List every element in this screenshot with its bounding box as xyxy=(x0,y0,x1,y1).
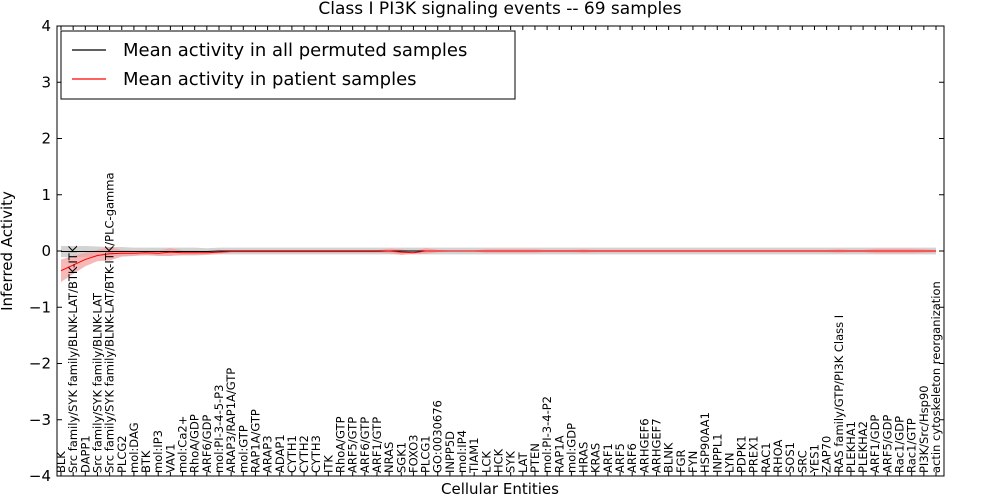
x-category-label: mol:Ca2+ xyxy=(176,416,190,473)
legend: Mean activity in all permuted samples Me… xyxy=(60,30,516,100)
series-lines xyxy=(60,250,936,272)
x-category-label: BLNK xyxy=(662,442,676,473)
x-category-label: YES1 xyxy=(807,444,821,474)
x-category-label: LYN xyxy=(722,452,736,473)
x-category-label: ARF6 xyxy=(625,443,639,473)
y-tick-label: −1 xyxy=(29,298,51,316)
x-category-label: mol:GDP xyxy=(564,423,578,473)
x-category-label: PI3K/Src/Hsp90 xyxy=(917,385,931,473)
x-category-label: RhoA/GDP xyxy=(188,414,202,473)
x-category-label: ARAP3 xyxy=(261,435,275,473)
line-series-1 xyxy=(60,250,936,272)
x-category-label: FOXO3 xyxy=(406,435,420,473)
x-axis-label: Cellular Entities xyxy=(441,480,559,498)
chart-title: Class I PI3K signaling events -- 69 samp… xyxy=(318,0,681,19)
x-category-label: mol:DAG xyxy=(127,422,141,473)
x-category-label: ARF6/GTP xyxy=(358,417,372,473)
x-category-label: ZAP70 xyxy=(820,436,834,473)
x-category-label: DAPP1 xyxy=(78,435,92,473)
x-category-label: ARF5 xyxy=(613,443,627,473)
x-category-label: PLEKHA2 xyxy=(856,421,870,473)
y-tick-label: 1 xyxy=(41,186,51,204)
x-category-label: GO:0030676 xyxy=(431,400,445,473)
x-category-label: FYN xyxy=(686,451,700,473)
y-tick-label: −4 xyxy=(29,467,51,485)
x-category-label: Rac1/GTP xyxy=(905,418,919,473)
x-category-label: ARF5/GDP xyxy=(880,415,894,473)
x-category-label: CYTH1 xyxy=(285,435,299,473)
x-category-label: RHOA xyxy=(771,440,785,473)
x-category-label: Src family/SYK family/BLNK-LAT xyxy=(90,292,104,473)
x-category-label: ARF1/GDP xyxy=(868,415,882,473)
x-category-label: Src family/SYK family/BLNK-LAT/BTK-ITK xyxy=(66,245,80,473)
y-axis-ticks: 4 3 2 1 0 −1 −2 −3 −4 xyxy=(29,17,944,485)
y-axis-label: Inferred Activity xyxy=(0,191,16,311)
x-category-label: ARHGEF7 xyxy=(649,418,663,473)
x-category-label: CYTH3 xyxy=(309,435,323,473)
x-category-label: PLCG1 xyxy=(419,435,433,473)
y-tick-label: 2 xyxy=(41,130,51,148)
x-category-label: KRAS xyxy=(589,443,603,473)
x-category-label: HCK xyxy=(492,448,506,473)
y-tick-label: 4 xyxy=(41,17,51,35)
y-tick-label: −3 xyxy=(29,411,51,429)
x-category-label: Src family/SYK family/BLNK-LAT/BTK-ITK/P… xyxy=(103,173,117,474)
x-category-label: ARF5/GTP xyxy=(346,417,360,473)
x-category-label: SYK xyxy=(504,451,518,473)
x-category-label: LCK xyxy=(479,451,493,473)
x-category-label: PLCG2 xyxy=(115,435,129,473)
x-category-label: actin cytoskeleton reorganization xyxy=(929,281,943,473)
x-category-label: RAP1A/GTP xyxy=(248,409,262,473)
x-category-label: INPP5D xyxy=(443,431,457,473)
x-category-label: ARAP3/RAP1A/GTP xyxy=(224,368,238,473)
x-category-label: CYTH2 xyxy=(297,435,311,473)
x-axis-ticks xyxy=(60,26,937,476)
x-category-label: PREX1 xyxy=(747,436,761,473)
x-category-label: ITK xyxy=(321,455,335,473)
y-tick-label: −2 xyxy=(29,355,51,373)
x-category-label: SRC xyxy=(795,450,809,473)
x-category-label: ARF6/GDP xyxy=(200,415,214,473)
x-category-label: SOS1 xyxy=(783,442,797,473)
x-category-label: BTK xyxy=(139,450,153,473)
x-category-label: INPPL1 xyxy=(710,433,724,473)
x-category-label: HSP90AA1 xyxy=(698,412,712,473)
x-category-label: BLK xyxy=(54,451,68,473)
x-category-label: RhoA/GTP xyxy=(334,416,348,473)
x-category-label: mol:IP4 xyxy=(455,430,469,473)
x-category-label: mol:PI-3-4-P2 xyxy=(540,396,554,473)
x-category-label: mol:PI-3-4-5-P3 xyxy=(212,385,226,473)
x-category-label: ARF1 xyxy=(601,443,615,473)
x-category-label: Rac1/GDP xyxy=(893,416,907,473)
x-category-label: LAT xyxy=(516,451,530,473)
x-category-label: mol:GTP xyxy=(236,425,250,473)
x-category-label: ADAP1 xyxy=(273,434,287,473)
y-tick-label: 0 xyxy=(41,242,51,260)
x-category-label: ARF1/GTP xyxy=(370,417,384,473)
x-category-label: mol:IP3 xyxy=(151,430,165,473)
x-category-label: NRAS xyxy=(382,442,396,473)
y-tick-label: 3 xyxy=(41,73,51,91)
legend-entry-permuted: Mean activity in all permuted samples xyxy=(123,40,467,61)
x-category-label: PTEN xyxy=(528,443,542,473)
x-category-label: RAC1 xyxy=(759,442,773,473)
x-category-label: VAV1 xyxy=(163,444,177,473)
x-category-label: PDPK1 xyxy=(735,435,749,473)
x-category-label: ARHGEF6 xyxy=(637,418,651,473)
x-category-label: FGR xyxy=(674,449,688,473)
x-category-label: RAS family/GTP/PI3K Class I xyxy=(832,315,846,473)
x-category-label: PLEKHA1 xyxy=(844,421,858,473)
x-category-label: HRAS xyxy=(577,442,591,473)
x-category-label: RAP1A xyxy=(552,435,566,473)
legend-entry-patient: Mean activity in patient samples xyxy=(123,69,417,90)
x-category-label: SGK1 xyxy=(394,442,408,473)
x-category-label: TIAM1 xyxy=(467,437,481,474)
legend-box xyxy=(60,30,516,100)
